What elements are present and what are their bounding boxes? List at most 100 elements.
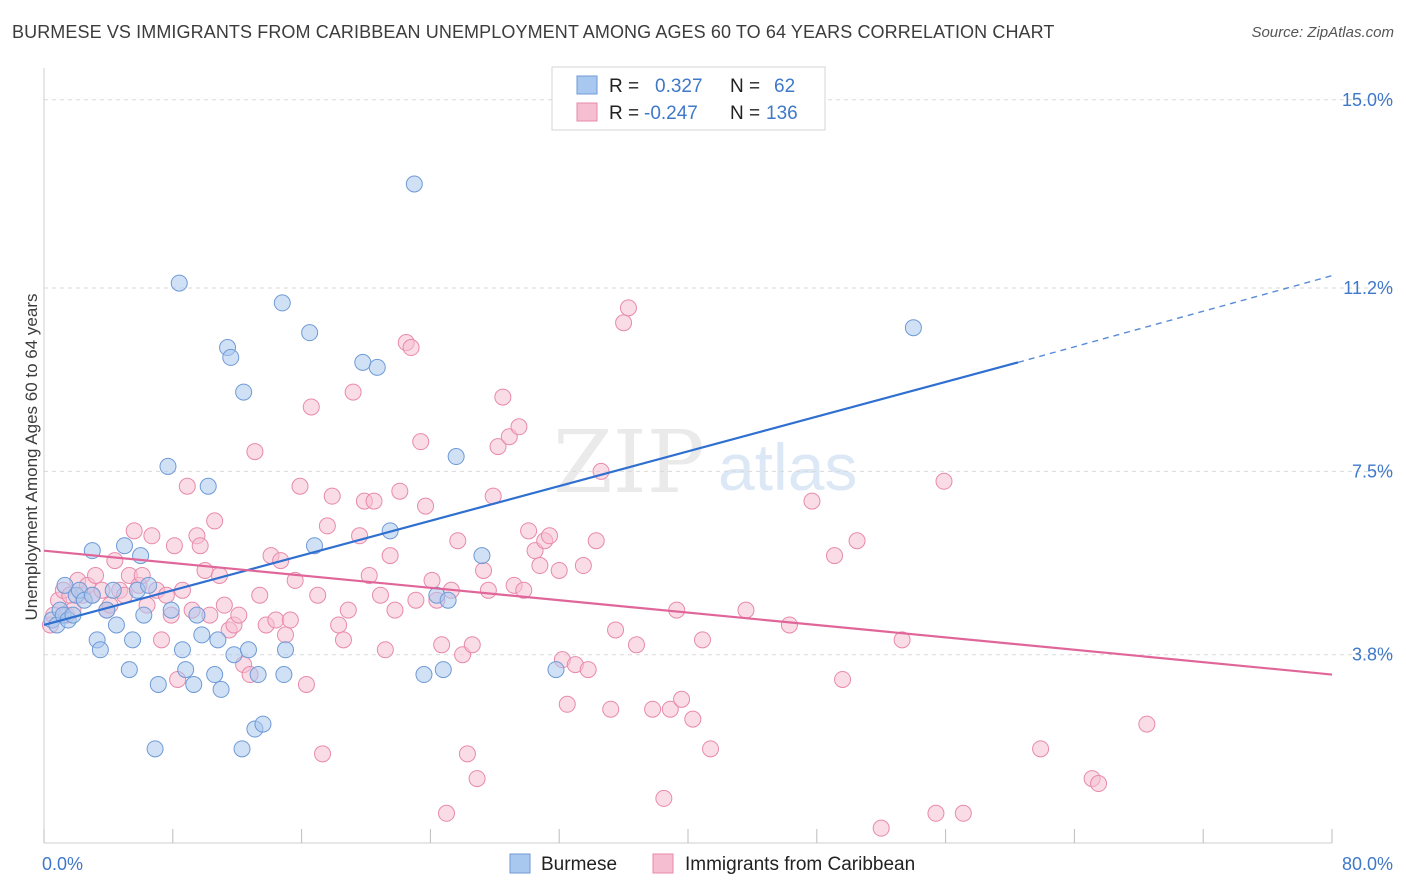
- burmese-points: [43, 175, 922, 758]
- burmese-point: [434, 661, 452, 679]
- caribbean-point: [702, 740, 720, 758]
- caribbean-point: [574, 557, 592, 575]
- burmese-point: [185, 675, 203, 693]
- caribbean-point: [1138, 715, 1156, 733]
- burmese-point: [212, 680, 230, 698]
- burmese-point: [170, 274, 188, 292]
- burmese-point: [206, 666, 224, 684]
- burmese-point: [354, 353, 372, 371]
- caribbean-point: [468, 770, 486, 788]
- caribbean-points: [41, 299, 1156, 837]
- caribbean-point: [607, 621, 625, 639]
- burmese-point: [177, 661, 195, 679]
- burmese-point: [239, 641, 257, 659]
- caribbean-point: [515, 581, 533, 599]
- burmese-point: [447, 448, 465, 466]
- caribbean-point: [737, 601, 755, 619]
- caribbean-trendline: [43, 549, 1333, 676]
- caribbean-point: [318, 517, 336, 535]
- burmese-point: [301, 324, 319, 342]
- caribbean-point: [579, 661, 597, 679]
- caribbean-point: [344, 383, 362, 401]
- burmese-point: [368, 358, 386, 376]
- caribbean-point: [673, 690, 691, 708]
- x-tick-labels: 0.0% 80.0%: [42, 854, 1393, 874]
- burmese-point: [159, 457, 177, 475]
- burmese-point: [162, 601, 180, 619]
- caribbean-swatch: [576, 102, 598, 122]
- caribbean-point: [314, 745, 332, 763]
- caribbean-point: [386, 601, 404, 619]
- caribbean-point: [619, 299, 637, 317]
- y-tick-label: 15.0%: [1342, 90, 1393, 110]
- row2-r-label: R =: [609, 103, 639, 124]
- caribbean-point: [143, 527, 161, 545]
- burmese-point: [473, 547, 491, 565]
- caribbean-point: [661, 700, 679, 718]
- caribbean-point: [391, 482, 409, 500]
- stats-legend: R = 0.327 N = 62 R = -0.247 N = 136: [551, 66, 826, 131]
- burmese-point: [199, 477, 217, 495]
- caribbean-point: [438, 804, 455, 822]
- burmese-point: [547, 661, 565, 679]
- watermark-atlas: atlas: [718, 430, 857, 504]
- caribbean-point: [780, 616, 798, 634]
- row2-n-label: N =: [730, 103, 760, 124]
- caribbean-point: [684, 710, 702, 728]
- burmese-point: [233, 740, 251, 758]
- caribbean-point: [602, 700, 620, 718]
- caribbean-point: [360, 566, 378, 584]
- burmese-point: [439, 591, 457, 609]
- burmese-point: [235, 383, 253, 401]
- burmese-point: [146, 740, 164, 758]
- caribbean-point: [587, 532, 605, 550]
- watermark: ZIP atlas: [553, 413, 857, 513]
- burmese-point: [249, 666, 267, 684]
- row1-r-label: R =: [609, 76, 639, 97]
- burmese-point: [193, 626, 211, 644]
- caribbean-point: [834, 670, 852, 688]
- y-tick-label: 11.2%: [1343, 278, 1393, 298]
- caribbean-point: [494, 388, 512, 406]
- bottom-legend-burmese-label: Burmese: [541, 854, 617, 875]
- caribbean-point: [417, 497, 435, 515]
- caribbean-point: [541, 527, 559, 545]
- caribbean-point: [510, 418, 528, 436]
- y-tick-label: 3.8%: [1352, 645, 1393, 665]
- caribbean-point: [206, 512, 224, 530]
- caribbean-point: [954, 804, 972, 822]
- caribbean-point: [125, 522, 143, 540]
- caribbean-point: [893, 631, 911, 649]
- caribbean-point: [615, 314, 633, 332]
- caribbean-point: [323, 487, 341, 505]
- caribbean-point: [558, 695, 576, 713]
- caribbean-point: [334, 631, 352, 649]
- caribbean-point: [531, 557, 549, 575]
- caribbean-point: [281, 611, 299, 629]
- bottom-legend-burmese-swatch: [509, 853, 531, 874]
- burmese-point: [305, 537, 323, 555]
- burmese-point: [140, 576, 158, 594]
- caribbean-point: [935, 472, 953, 490]
- burmese-point: [277, 641, 294, 659]
- caribbean-point: [644, 700, 662, 718]
- burmese-point: [275, 666, 293, 684]
- caribbean-point: [1090, 775, 1108, 793]
- burmese-point: [209, 631, 227, 649]
- caribbean-point: [449, 532, 467, 550]
- row1-r-value: 0.327: [655, 76, 703, 97]
- burmese-point: [904, 319, 922, 337]
- burmese-point: [83, 586, 101, 604]
- caribbean-point: [407, 591, 425, 609]
- chart-title: BURMESE VS IMMIGRANTS FROM CARIBBEAN UNE…: [12, 22, 1055, 42]
- caribbean-point: [550, 561, 568, 579]
- x-tick-label: 80.0%: [1342, 854, 1393, 874]
- burmese-point: [149, 675, 167, 693]
- burmese-point: [222, 348, 240, 366]
- x-tick-label: 0.0%: [42, 854, 83, 874]
- bottom-legend: Burmese Immigrants from Caribbean: [509, 853, 915, 875]
- burmese-point: [104, 581, 122, 599]
- caribbean-point: [339, 601, 357, 619]
- burmese-point: [91, 641, 109, 659]
